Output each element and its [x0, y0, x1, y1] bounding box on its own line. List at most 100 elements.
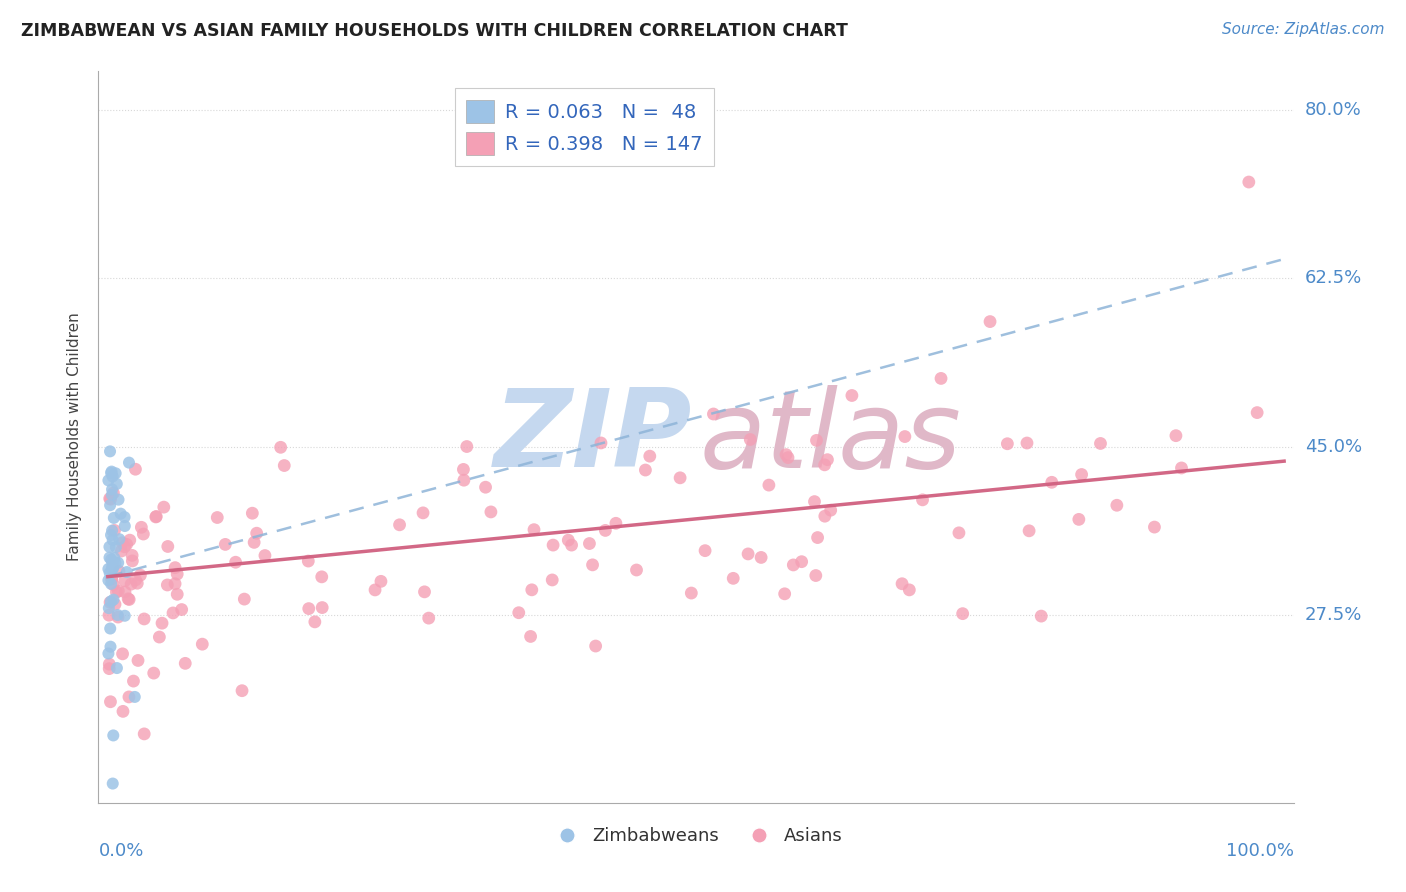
Point — [638, 449, 661, 463]
Point — [681, 586, 703, 600]
Point — [100, 465, 122, 479]
Point — [103, 511, 125, 525]
Point — [124, 573, 146, 587]
Point — [174, 657, 197, 671]
Point — [104, 597, 127, 611]
Point — [98, 566, 121, 580]
Point — [225, 555, 247, 569]
Point — [1040, 475, 1063, 490]
Point — [474, 480, 496, 494]
Point — [413, 585, 436, 599]
Point — [776, 450, 799, 465]
Point — [585, 639, 607, 653]
Point — [107, 556, 129, 570]
Point — [98, 608, 121, 623]
Point — [311, 570, 333, 584]
Point — [100, 572, 122, 586]
Point — [98, 662, 121, 676]
Point — [100, 528, 122, 542]
Text: 45.0%: 45.0% — [1305, 438, 1362, 456]
Point — [121, 549, 143, 563]
Point — [605, 516, 627, 531]
Point — [111, 535, 134, 549]
Point — [820, 503, 842, 517]
Point — [101, 561, 124, 575]
Point — [148, 630, 170, 644]
Point — [952, 607, 974, 621]
Text: 100.0%: 100.0% — [1226, 842, 1294, 860]
Point — [804, 568, 827, 582]
Point — [508, 606, 530, 620]
Point — [929, 371, 952, 385]
Point — [107, 610, 129, 624]
Text: Source: ZipAtlas.com: Source: ZipAtlas.com — [1222, 22, 1385, 37]
Point — [412, 506, 434, 520]
Point — [304, 615, 326, 629]
Point — [114, 608, 136, 623]
Point — [101, 524, 124, 538]
Point — [134, 727, 156, 741]
Point — [134, 612, 156, 626]
Text: ZIP: ZIP — [494, 384, 692, 490]
Point — [298, 601, 321, 615]
Point — [891, 576, 914, 591]
Point — [145, 509, 167, 524]
Point — [1246, 406, 1268, 420]
Point — [114, 574, 136, 588]
Point — [98, 595, 121, 609]
Point — [253, 549, 276, 563]
Point — [114, 510, 136, 524]
Point — [98, 657, 121, 672]
Point — [100, 552, 122, 566]
Point — [107, 492, 129, 507]
Point — [145, 510, 167, 524]
Point — [894, 429, 917, 443]
Point — [782, 558, 804, 572]
Point — [273, 458, 295, 473]
Text: 62.5%: 62.5% — [1305, 269, 1362, 287]
Point — [589, 436, 612, 450]
Point — [775, 448, 797, 462]
Point — [297, 554, 319, 568]
Point — [813, 458, 835, 472]
Point — [104, 556, 127, 570]
Point — [132, 527, 155, 541]
Point — [453, 462, 475, 476]
Point — [456, 440, 478, 454]
Point — [626, 563, 648, 577]
Point — [1143, 520, 1166, 534]
Point — [790, 555, 813, 569]
Point — [240, 506, 263, 520]
Point — [1070, 467, 1092, 482]
Text: ZIMBABWEAN VS ASIAN FAMILY HOUSEHOLDS WITH CHILDREN CORRELATION CHART: ZIMBABWEAN VS ASIAN FAMILY HOUSEHOLDS WI… — [21, 22, 848, 40]
Point — [453, 473, 475, 487]
Point — [107, 584, 129, 599]
Point — [214, 537, 236, 551]
Point — [523, 523, 546, 537]
Point — [758, 478, 780, 492]
Point — [1018, 524, 1040, 538]
Point — [156, 540, 179, 554]
Point — [103, 592, 125, 607]
Point — [841, 388, 863, 402]
Point — [243, 535, 266, 549]
Point — [98, 540, 121, 554]
Point — [520, 582, 543, 597]
Point — [129, 568, 152, 582]
Point — [114, 519, 136, 533]
Point — [105, 661, 128, 675]
Point — [270, 440, 292, 454]
Point — [669, 471, 692, 485]
Point — [101, 776, 124, 790]
Point — [97, 574, 120, 588]
Point — [97, 647, 120, 661]
Point — [101, 483, 124, 497]
Point — [105, 585, 128, 599]
Point — [479, 505, 502, 519]
Point — [1031, 609, 1053, 624]
Point — [98, 622, 121, 636]
Point — [118, 592, 141, 607]
Point — [1164, 428, 1187, 442]
Point — [111, 647, 134, 661]
Point — [104, 540, 127, 554]
